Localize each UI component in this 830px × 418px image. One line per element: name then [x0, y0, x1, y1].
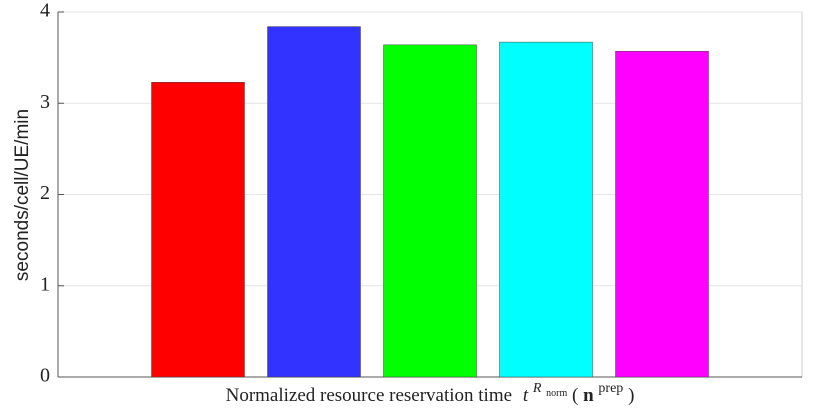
- x-label-nsup: prep: [598, 381, 623, 396]
- bar: [383, 44, 477, 378]
- x-label-sup: R: [532, 381, 542, 396]
- y-tick-label: 1: [40, 273, 50, 295]
- x-label-close: ): [628, 385, 634, 406]
- y-tick-label: 3: [40, 91, 50, 113]
- x-label-n: n: [583, 385, 594, 406]
- y-tick-label: 2: [40, 182, 50, 204]
- bar: [615, 50, 709, 378]
- x-axis-label: Normalized resource reservation time t R…: [226, 376, 635, 406]
- bar: [499, 41, 593, 378]
- x-label-t: t: [523, 385, 529, 406]
- bar: [267, 26, 361, 378]
- y-tick-label: 0: [40, 365, 50, 387]
- x-label-text: Normalized resource reservation time: [226, 385, 512, 406]
- y-tick-label: 4: [40, 0, 50, 22]
- bar: [151, 82, 245, 378]
- x-label-open: (: [572, 385, 578, 406]
- y-axis-label: seconds/cell/UE/min: [12, 109, 33, 281]
- x-label-subsup: norm: [546, 388, 567, 399]
